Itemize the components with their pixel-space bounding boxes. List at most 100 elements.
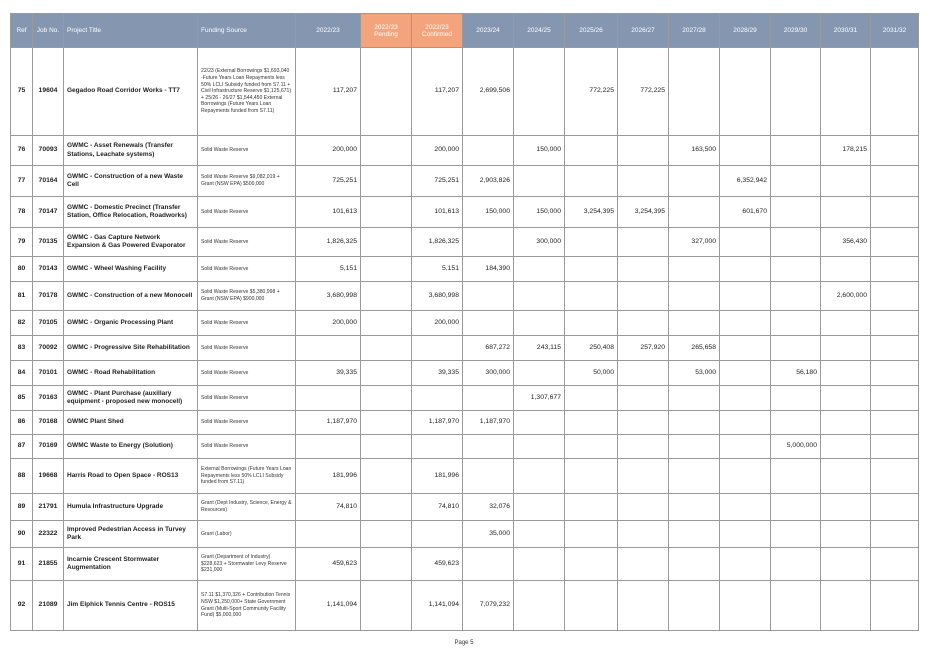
row-2027-28 [668, 580, 720, 631]
row-job-number: 70163 [32, 385, 64, 411]
row-2027-28 [668, 493, 720, 521]
row-ref: 88 [10, 458, 33, 494]
row-2025-26 [564, 410, 618, 435]
row-2029-30: 5,000,000 [770, 434, 821, 459]
row-2027-28 [668, 256, 720, 282]
row-2024-25 [513, 47, 565, 136]
row-2026-27 [617, 256, 669, 282]
row-funding-source: 22/23 (External Borrowings $1,693,040 -F… [197, 47, 296, 136]
row-job-number: 70143 [32, 256, 64, 282]
row-2024-25 [513, 520, 565, 548]
row-2030-31 [820, 493, 871, 521]
row-2023-24 [462, 385, 514, 411]
row-2031-32 [870, 165, 919, 197]
row-2027-28 [668, 281, 720, 311]
row-2022-23-pending [360, 335, 412, 361]
row-2028-29 [719, 458, 771, 494]
row-2022-23-pending [360, 360, 412, 386]
row-2022-23-pending [360, 547, 412, 581]
row-2030-31: 178,215 [820, 135, 871, 166]
row-2028-29 [719, 385, 771, 411]
row-2025-26 [564, 165, 618, 197]
row-2028-29: 6,352,942 [719, 165, 771, 197]
row-2025-26: 250,408 [564, 335, 618, 361]
row-2025-26: 772,225 [564, 47, 618, 136]
row-2022-23-confirmed: 181,996 [411, 458, 463, 494]
row-2024-25 [513, 165, 565, 197]
row-2022-23: 725,251 [295, 165, 361, 197]
row-2029-30 [770, 165, 821, 197]
row-2026-27: 772,225 [617, 47, 669, 136]
row-ref: 87 [10, 434, 33, 459]
row-2031-32 [870, 196, 919, 228]
row-job-number: 19604 [32, 47, 64, 136]
row-funding-source: Solid Waste Reserve [197, 256, 296, 282]
row-2022-23-pending [360, 165, 412, 197]
row-funding-source: External Borrowings (Future Years Loan R… [197, 458, 296, 494]
row-2028-29 [719, 227, 771, 257]
row-2023-24: 32,076 [462, 493, 514, 521]
confirmed-header-line1: 2022/23 [425, 23, 449, 31]
row-2029-30 [770, 281, 821, 311]
row-2024-25 [513, 580, 565, 631]
col-2022-23-header: 2022/23 [295, 13, 361, 48]
row-2022-23-pending [360, 256, 412, 282]
col-2022-23-pending-header: 2022/23 Pending [360, 13, 412, 48]
row-2029-30 [770, 520, 821, 548]
row-2022-23-pending [360, 458, 412, 494]
row-2022-23-confirmed: 74,810 [411, 493, 463, 521]
row-funding-source: Solid Waste Reserve $5,380,998 + Grant (… [197, 281, 296, 311]
row-2029-30 [770, 385, 821, 411]
row-2027-28 [668, 458, 720, 494]
row-project-title: GWMC - Construction of a new Waste Cell [63, 165, 198, 197]
row-2031-32 [870, 310, 919, 336]
row-2024-25 [513, 410, 565, 435]
row-2022-23-confirmed: 1,141,094 [411, 580, 463, 631]
table-row: 77 70164 GWMC - Construction of a new Wast… [10, 165, 919, 197]
row-2024-25: 243,115 [513, 335, 565, 361]
col-2024-25-header: 2024/25 [513, 13, 565, 48]
table-row: 90 22322 Improved Pedestrian Access in Tur… [10, 520, 919, 548]
row-2027-28 [668, 310, 720, 336]
row-project-title: GWMC - Gas Capture Network Expansion & G… [63, 227, 198, 257]
page-number: Page 5 [454, 640, 474, 646]
row-2025-26: 3,254,395 [564, 196, 618, 228]
row-2024-25 [513, 434, 565, 459]
row-2026-27 [617, 310, 669, 336]
row-2023-24 [462, 135, 514, 166]
table-row: 85 70163 GWMC - Plant Purchase (auxillary … [10, 385, 919, 411]
row-2031-32 [870, 335, 919, 361]
row-job-number: 21855 [32, 547, 64, 581]
row-2024-25 [513, 547, 565, 581]
row-2027-28 [668, 196, 720, 228]
row-2022-23 [295, 385, 361, 411]
row-2023-24 [462, 281, 514, 311]
row-job-number: 70164 [32, 165, 64, 197]
row-2022-23-confirmed [411, 520, 463, 548]
row-job-number: 70092 [32, 335, 64, 361]
row-2029-30 [770, 335, 821, 361]
row-project-title: Gegadoo Road Corridor Works - TT7 [63, 47, 198, 136]
row-2023-24: 300,000 [462, 360, 514, 386]
table-row: 75 19604 Gegadoo Road Corridor Works - TT7… [10, 47, 919, 136]
table-row: 82 70105 GWMC - Organic Processing Plant So… [10, 310, 919, 336]
row-2027-28 [668, 547, 720, 581]
row-2030-31 [820, 520, 871, 548]
row-2030-31 [820, 547, 871, 581]
row-2027-28 [668, 520, 720, 548]
row-funding-source: Solid Waste Reserve [197, 310, 296, 336]
row-2031-32 [870, 256, 919, 282]
row-2029-30 [770, 493, 821, 521]
row-2031-32 [870, 493, 919, 521]
row-project-title: Incarnie Crescent Stormwater Augmentatio… [63, 547, 198, 581]
row-2027-28: 327,000 [668, 227, 720, 257]
row-2022-23: 200,000 [295, 135, 361, 166]
row-2031-32 [870, 458, 919, 494]
row-2026-27 [617, 434, 669, 459]
row-2022-23-confirmed: 459,623 [411, 547, 463, 581]
confirmed-header-line2: Confirmed [422, 30, 452, 38]
row-2023-24 [462, 458, 514, 494]
row-2025-26 [564, 135, 618, 166]
row-2026-27 [617, 410, 669, 435]
col-title-header: Project Title [63, 13, 198, 48]
